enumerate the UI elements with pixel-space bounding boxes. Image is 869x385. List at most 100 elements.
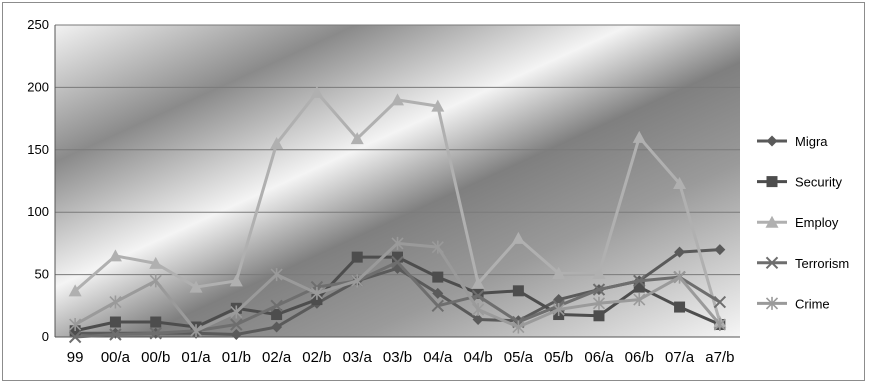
y-tick-label: 200 xyxy=(27,79,49,94)
x-tick-label: 06/b xyxy=(625,349,654,366)
legend-label: Security xyxy=(795,175,842,190)
data-point-employ xyxy=(592,266,606,279)
data-point-security xyxy=(432,271,444,283)
legend-label: Terrorism xyxy=(795,256,849,271)
x-tick-label: a7/b xyxy=(705,349,734,366)
legend-item-crime: Crime xyxy=(757,296,830,311)
data-point-employ xyxy=(229,274,243,287)
data-point-employ xyxy=(270,137,284,150)
data-point-crime xyxy=(109,295,122,309)
data-point-terrorism xyxy=(471,289,485,303)
data-point-migra xyxy=(472,314,484,326)
data-point-employ xyxy=(552,266,566,279)
data-point-employ xyxy=(673,176,687,189)
data-point-security xyxy=(150,316,162,328)
x-tick-label: 01/b xyxy=(222,349,251,366)
data-point-terrorism xyxy=(431,299,445,313)
legend-item-security: Security xyxy=(757,175,842,190)
data-point-crime xyxy=(270,268,283,282)
data-point-crime xyxy=(189,324,203,338)
data-point-crime xyxy=(512,320,525,334)
legend-label: Employ xyxy=(795,215,839,230)
data-point-migra xyxy=(674,246,686,258)
data-point-terrorism xyxy=(633,274,646,288)
data-point-migra xyxy=(714,244,726,256)
data-point-terrorism xyxy=(391,255,404,269)
data-point-security xyxy=(674,301,686,313)
data-point-security xyxy=(271,309,283,321)
data-point-crime xyxy=(69,318,82,332)
legend-marker-employ xyxy=(765,215,779,228)
data-point-terrorism xyxy=(592,283,606,296)
data-point-migra xyxy=(432,287,444,299)
legend-item-migra: Migra xyxy=(757,134,828,149)
y-tick-label: 150 xyxy=(27,142,49,157)
legend-marker-security xyxy=(766,176,778,188)
data-point-crime xyxy=(552,303,565,317)
data-point-crime xyxy=(431,240,444,254)
data-point-security xyxy=(351,251,363,263)
data-point-crime xyxy=(713,318,726,332)
x-tick-label: 04/b xyxy=(463,349,492,366)
data-point-employ xyxy=(431,99,445,112)
legend-marker-migra xyxy=(766,135,778,147)
x-tick-label: 03/b xyxy=(383,349,412,366)
x-tick-label: 00/a xyxy=(101,349,131,366)
series-crime xyxy=(69,236,726,338)
data-point-crime xyxy=(673,270,686,284)
data-point-crime xyxy=(310,286,323,300)
y-tick-label: 50 xyxy=(35,267,49,282)
x-tick-label: 03/a xyxy=(343,349,373,366)
data-point-crime xyxy=(633,293,646,307)
series-employ xyxy=(68,85,727,328)
legend-marker-terrorism xyxy=(765,256,779,270)
data-point-security xyxy=(593,310,605,322)
x-tick-label: 02/b xyxy=(302,349,331,366)
x-tick-label: 04/a xyxy=(423,349,453,366)
data-point-employ xyxy=(310,85,324,98)
data-point-security xyxy=(633,281,645,293)
x-tick-label: 05/b xyxy=(544,349,573,366)
data-point-employ xyxy=(68,284,82,297)
data-point-terrorism xyxy=(109,328,122,341)
data-point-employ xyxy=(149,256,163,269)
x-tick-label: 00/b xyxy=(141,349,170,366)
x-tick-label: 06/a xyxy=(584,349,614,366)
data-point-crime xyxy=(592,296,606,310)
legend-label: Migra xyxy=(795,134,828,149)
legend-label: Crime xyxy=(795,296,830,311)
x-tick-label: 07/a xyxy=(665,349,695,366)
data-point-security xyxy=(512,285,524,297)
x-tick-label: 02/a xyxy=(262,349,292,366)
y-tick-label: 250 xyxy=(27,17,49,32)
x-axis: 99 00/a 00/b 01/a 01/b 02/a 02/b 03/a 03/b 04/a 04… xyxy=(55,336,740,366)
data-point-migra xyxy=(230,329,242,341)
data-point-security xyxy=(392,251,403,263)
data-point-employ xyxy=(108,249,122,262)
data-point-migra xyxy=(271,321,283,333)
data-point-crime xyxy=(472,303,485,317)
data-point-employ xyxy=(350,132,364,145)
legend-item-terrorism: Terrorism xyxy=(757,256,849,271)
x-tick-label: 05/a xyxy=(504,349,534,366)
legend-marker-crime xyxy=(765,296,779,310)
y-axis: 0 50 100 150 200 250 xyxy=(27,17,56,344)
data-point-crime xyxy=(391,236,404,250)
data-point-terrorism xyxy=(149,327,162,340)
data-point-crime xyxy=(351,274,364,288)
data-point-terrorism xyxy=(713,295,727,309)
x-tick-label: 01/a xyxy=(181,349,211,366)
data-point-employ xyxy=(391,93,404,106)
data-point-security xyxy=(109,316,121,328)
data-point-terrorism xyxy=(68,330,82,344)
data-point-employ xyxy=(471,276,485,289)
data-point-terrorism xyxy=(270,299,283,313)
data-point-crime xyxy=(230,305,243,319)
series-layer xyxy=(68,85,727,344)
legend: Migra Security Employ Terrorism Crime xyxy=(757,134,849,311)
gridlines xyxy=(55,24,740,276)
y-tick-label: 0 xyxy=(42,329,49,344)
data-point-terrorism xyxy=(230,318,243,331)
data-point-employ xyxy=(189,280,203,293)
